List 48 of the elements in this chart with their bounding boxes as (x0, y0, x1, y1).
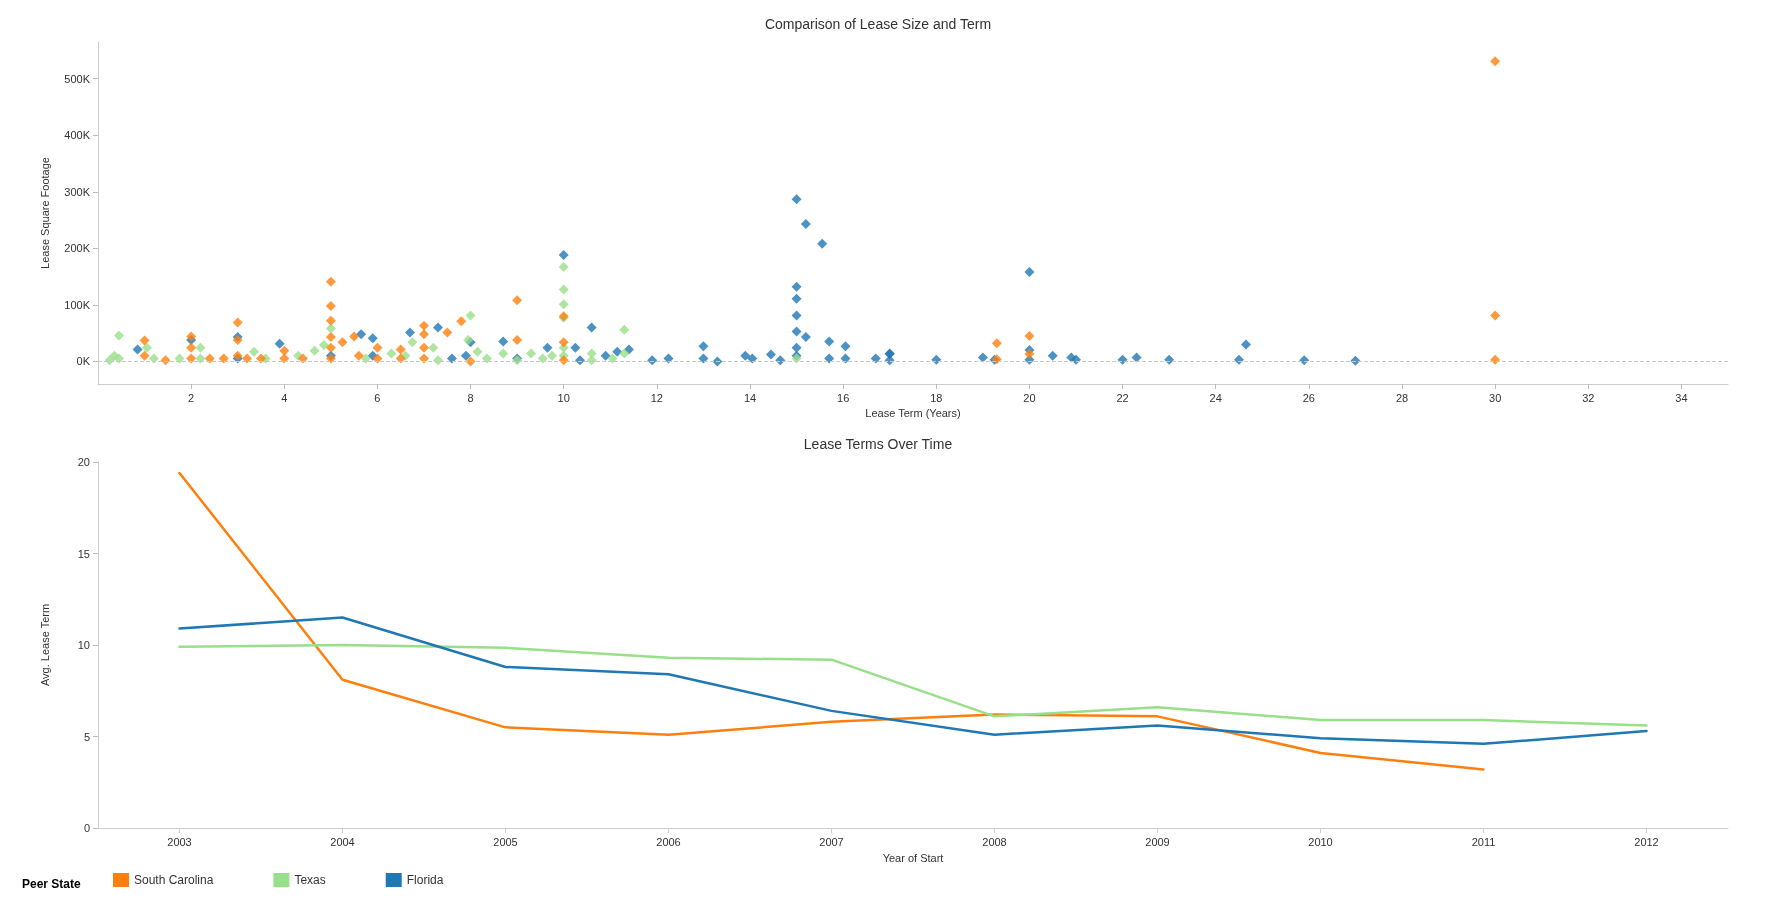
y-tick-label: 200K (64, 242, 91, 255)
y-tick-label: 300K (64, 185, 91, 198)
x-tick-label: 30 (1489, 391, 1502, 404)
y-tick-label: 20 (77, 456, 90, 468)
y-axis-title: Lease Square Footage (38, 157, 51, 269)
y-tick-label: 400K (64, 129, 91, 142)
x-tick-label: 4 (281, 391, 288, 404)
x-tick-label: 8 (467, 391, 474, 404)
x-tick-label: 22 (1116, 391, 1129, 404)
legend-title: Peer State (22, 877, 82, 891)
x-tick-label: 28 (1395, 391, 1409, 404)
x-tick-label: 2004 (330, 835, 355, 848)
x-tick-label: 2009 (1145, 835, 1170, 848)
y-tick-label: 0K (76, 355, 91, 368)
x-tick-label: 2006 (656, 835, 681, 848)
x-tick-label: 24 (1209, 391, 1222, 404)
x-tick-label: 2010 (1308, 835, 1333, 848)
x-tick-label: 6 (374, 391, 381, 404)
y-tick-label: 100K (64, 298, 91, 311)
x-tick-label: 12 (650, 391, 663, 404)
x-tick-label: 2008 (982, 835, 1007, 848)
y-tick-label: 5 (83, 730, 90, 743)
x-tick-label: 18 (930, 391, 943, 404)
y-tick-label: 500K (64, 72, 91, 85)
x-tick-label: 14 (743, 391, 757, 404)
x-tick-label: 2003 (167, 835, 192, 848)
x-tick-label: 2005 (493, 835, 518, 848)
x-tick-label: 32 (1582, 391, 1595, 404)
legend-label: Texas (294, 873, 326, 887)
chart-title: Lease Terms Over Time (803, 436, 953, 452)
x-tick-label: 2012 (1634, 835, 1659, 848)
x-tick-label: 2011 (1471, 835, 1496, 848)
legend-label: South Carolina (134, 873, 214, 887)
x-tick-label: 10 (557, 391, 570, 404)
x-tick-label: 16 (837, 391, 850, 404)
x-tick-label: 2007 (819, 835, 844, 848)
y-tick-label: 15 (77, 547, 90, 560)
y-tick-label: 10 (77, 639, 90, 651)
x-tick-label: 26 (1302, 391, 1315, 404)
x-tick-label: 20 (1023, 391, 1036, 404)
y-axis-title: Avg. Lease Term (38, 603, 51, 687)
chart-title: Comparison of Lease Size and Term (764, 16, 992, 32)
x-axis-title: Lease Term (Years) (865, 407, 961, 420)
y-tick-label: 0 (83, 822, 90, 834)
legend-label: Florida (406, 873, 444, 887)
x-tick-label: 34 (1675, 391, 1688, 404)
x-tick-label: 2 (188, 391, 195, 404)
x-axis-title: Year of Start (882, 851, 944, 864)
